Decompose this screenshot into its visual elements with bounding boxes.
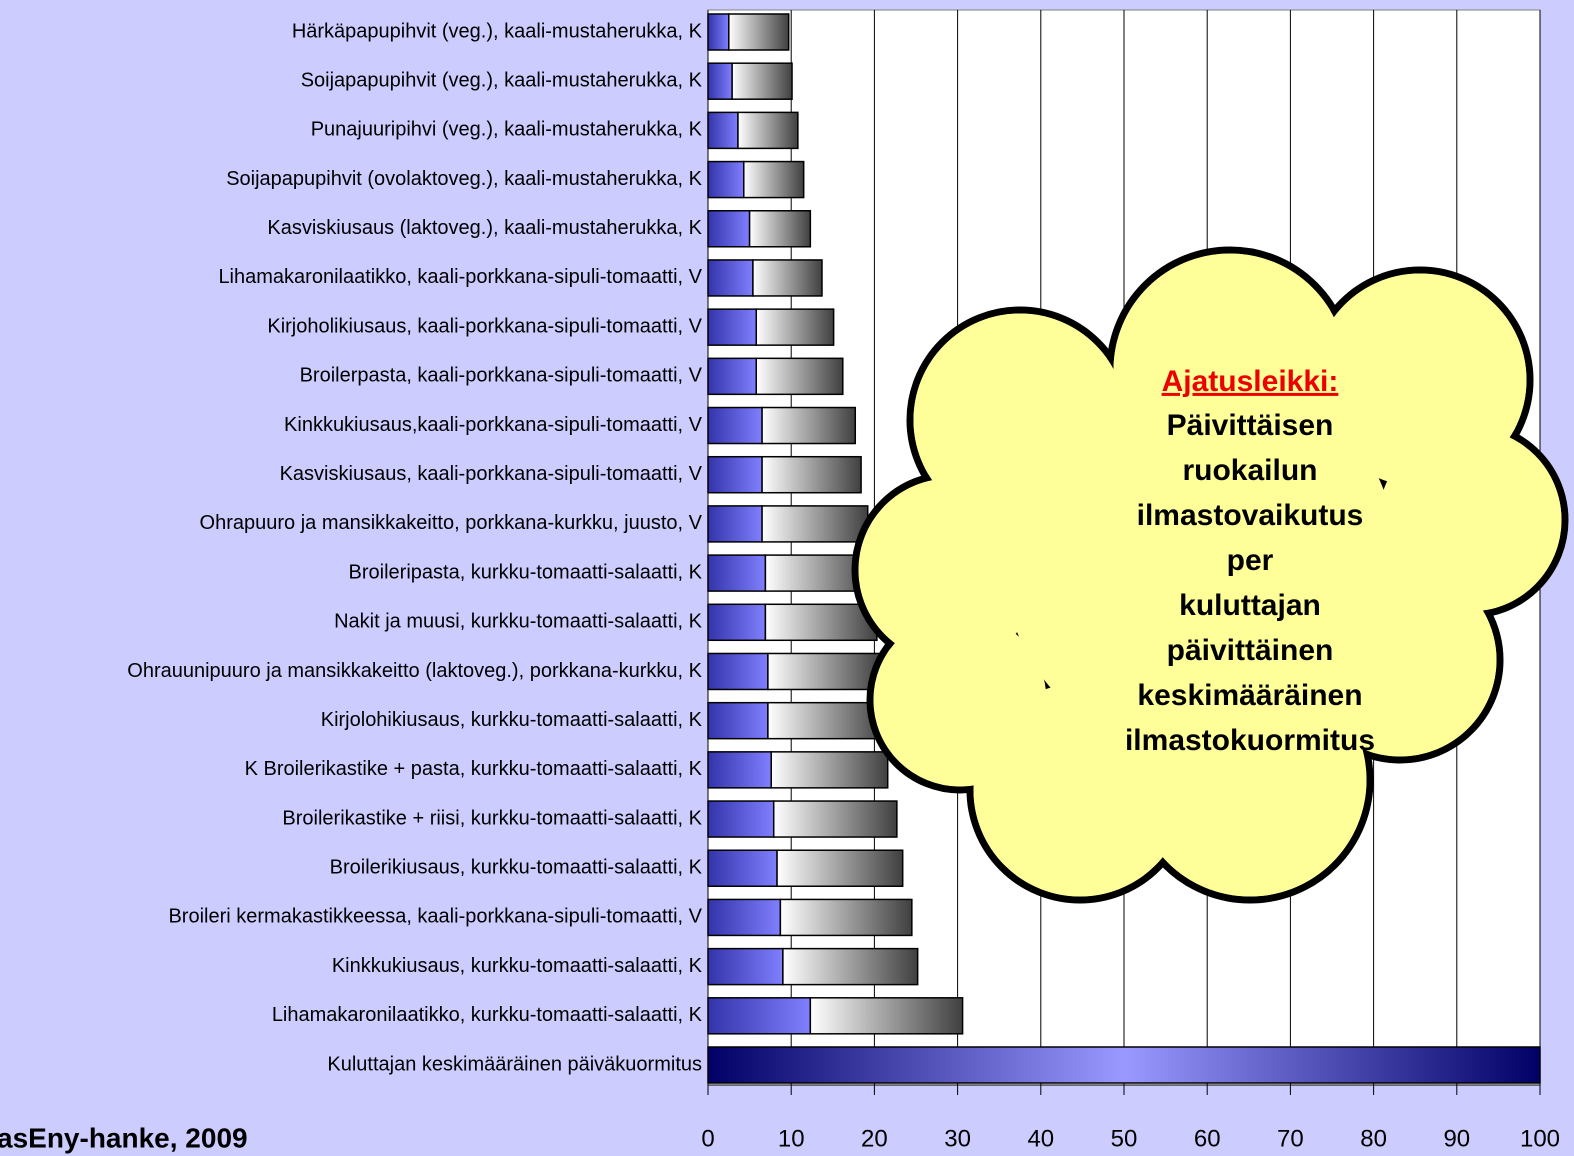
bar-segment — [782, 947, 919, 986]
annotation-line: keskimääräinen — [1137, 679, 1362, 712]
y-tick-label: Kasviskiusaus (laktoveg.), kaali-mustahe… — [267, 217, 702, 239]
source: asEny-hanke, 2009 — [0, 1122, 248, 1153]
bar-segment — [809, 997, 964, 1035]
x-tick-label: 30 — [944, 1125, 971, 1152]
bar-segment — [728, 13, 790, 51]
y-tick-label: Kinkkukiusaus, kurkku-tomaatti-salaatti,… — [332, 955, 703, 977]
annotation-line: päivittäinen — [1167, 634, 1334, 667]
bar-segment — [707, 13, 730, 51]
y-tick-label: Lihamakaronilaatikko, kurkku-tomaatti-sa… — [272, 1004, 703, 1026]
bar-segment — [707, 406, 763, 445]
bar-segment — [707, 1046, 1541, 1084]
x-tick-label: 70 — [1277, 1125, 1304, 1152]
y-tick-label: Nakit ja muusi, kurkku-tomaatti-salaatti… — [334, 611, 703, 633]
y-tick-label: Soijapapupihvit (veg.), kaali-mustaheruk… — [301, 69, 703, 91]
bar-segment — [707, 652, 769, 691]
x-tick-label: 90 — [1443, 1125, 1470, 1152]
bar-segment — [707, 160, 745, 199]
bar-segment — [707, 997, 812, 1035]
bar-segment — [731, 62, 793, 100]
bar-segment — [707, 111, 739, 150]
annotation-line: ruokailun — [1182, 454, 1317, 487]
y-tick-label: Broilerikastike + riisi, kurkku-tomaatti… — [282, 807, 702, 829]
x-tick-label: 100 — [1520, 1125, 1560, 1152]
annotation-line: per — [1227, 544, 1274, 577]
y-tick-label: Ohrapuuro ja mansikkakeitto, porkkana-ku… — [200, 512, 703, 534]
bar-segment — [767, 701, 886, 740]
y-tick-label: Ohrauunipuuro ja mansikkakeitto (laktove… — [127, 660, 702, 682]
bar-segment — [707, 603, 767, 642]
x-tick-label: 80 — [1360, 1125, 1387, 1152]
bar-segment — [743, 160, 805, 199]
bar-segment — [707, 62, 733, 100]
bar-segment — [752, 259, 823, 297]
y-tick-label: Broileripasta, kurkku-tomaatti-salaatti,… — [349, 561, 703, 583]
bar-segment — [707, 554, 767, 592]
bar-segment — [707, 751, 772, 789]
y-tick-label: Kuluttajan keskimääräinen päiväkuormitus — [327, 1053, 702, 1075]
bar-segment — [707, 308, 758, 346]
bar-segment — [761, 505, 869, 543]
bar-segment — [737, 111, 799, 150]
bar-segment — [776, 849, 904, 887]
x-tick-label: 10 — [778, 1125, 805, 1152]
y-tick-label: Broileri kermakastikkeessa, kaali-porkka… — [168, 906, 702, 928]
y-tick-label: Kinkkukiusaus,kaali-porkkana-sipuli-toma… — [284, 414, 703, 436]
y-tick-label: Kirjolohikiusaus, kurkku-tomaatti-salaat… — [321, 709, 703, 731]
bar-segment — [761, 406, 857, 445]
x-tick-label: 50 — [1111, 1125, 1138, 1152]
bar-segment — [748, 210, 812, 248]
cloud: Ajatusleikki: Päivittäisen ruokailun ilmast… — [851, 246, 1569, 904]
x-tick-label: 20 — [861, 1125, 888, 1152]
annotation-line: kuluttajan — [1179, 589, 1321, 622]
x-tick-label: 0 — [701, 1125, 714, 1152]
bar-segment — [767, 652, 881, 691]
y-tick-label: Lihamakaronilaatikko, kaali-porkkana-sip… — [218, 266, 702, 288]
y-tick-label: K Broilerikastike + pasta, kurkku-tomaat… — [245, 758, 703, 780]
bar-segment — [779, 898, 913, 937]
x-tick-label: 60 — [1194, 1125, 1221, 1152]
bar-segment — [755, 357, 844, 396]
bar-segment — [707, 800, 775, 838]
y-tick-label: Punajuuripihvi (veg.), kaali-mustaherukk… — [311, 119, 703, 141]
bar-segment — [707, 947, 784, 986]
y-tick-label: Broilerpasta, kaali-porkkana-sipuli-toma… — [300, 365, 703, 387]
bar-segment — [764, 603, 878, 642]
y-tick-label: Kasviskiusaus, kaali-porkkana-sipuli-tom… — [280, 463, 703, 485]
bar-segment — [707, 849, 778, 887]
y-tick-label: Soijapapupihvit (ovolaktoveg.), kaali-mu… — [226, 168, 702, 190]
bar-segment — [707, 701, 769, 740]
bar-segment — [707, 357, 758, 396]
bar-segment — [772, 800, 898, 838]
annotation-heading: Ajatusleikki: — [1162, 365, 1339, 398]
bar-segment — [707, 210, 751, 248]
y-tick-label: Kirjoholikiusaus, kaali-porkkana-sipuli-… — [267, 315, 702, 337]
annotation-line: Päivittäisen — [1167, 409, 1334, 442]
bar-segment — [755, 308, 835, 346]
bar-segment — [707, 455, 763, 494]
bar-segment — [707, 505, 763, 543]
y-tick-label: Härkäpapupihvit (veg.), kaali-mustaheruk… — [292, 20, 703, 42]
bar-segment — [707, 898, 782, 937]
annotation-line: ilmastovaikutus — [1137, 499, 1364, 532]
bar-segment — [761, 455, 862, 494]
annotation-line: ilmastokuormitus — [1125, 724, 1375, 757]
bar-segment — [770, 751, 889, 789]
x-tick-label: 40 — [1027, 1125, 1054, 1152]
y-tick-label: Broilerikiusaus, kurkku-tomaatti-salaatt… — [330, 857, 703, 879]
bar-segment — [707, 259, 754, 297]
